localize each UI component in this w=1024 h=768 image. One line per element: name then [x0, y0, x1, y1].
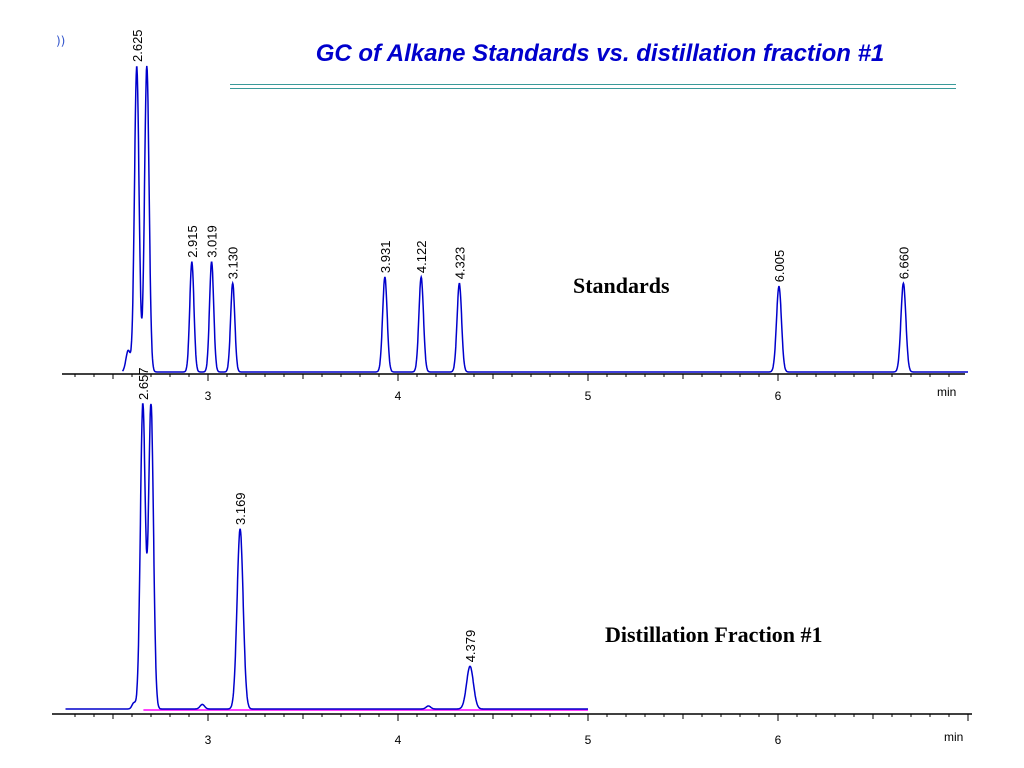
peak-label: 3.019 — [205, 225, 220, 258]
x-tick-label: 5 — [585, 733, 592, 747]
peak-label: 3.130 — [226, 247, 241, 280]
peak-label: 4.122 — [414, 241, 429, 274]
x-tick-label: 4 — [395, 389, 402, 403]
peak-label: 2.657 — [136, 367, 151, 400]
peak-label: 6.660 — [896, 247, 911, 280]
speaker-icon[interactable]: )) — [56, 34, 66, 48]
title-underline-bottom — [230, 88, 956, 89]
peak-label: 2.915 — [185, 225, 200, 258]
peak-label: 4.379 — [463, 630, 478, 663]
x-tick-label: 4 — [395, 733, 402, 747]
title-underline-top — [230, 84, 956, 85]
x-axis-label: min — [944, 730, 963, 744]
fraction-chromatogram: 3 4 5 6 min 2.657 3.169 4.379 — [52, 367, 972, 747]
x-tick-label: 3 — [205, 389, 212, 403]
peak-label: 4.323 — [452, 247, 467, 280]
fraction-label: Distillation Fraction #1 — [605, 622, 823, 647]
peak-label: 3.169 — [233, 492, 248, 525]
chromatogram-trace — [65, 403, 588, 710]
x-tick-label: 3 — [205, 733, 212, 747]
standards-label: Standards — [573, 273, 670, 298]
x-tick-label: 5 — [585, 389, 592, 403]
peak-label: 6.005 — [772, 250, 787, 283]
x-tick-label: 6 — [775, 733, 782, 747]
standards-chromatogram: 3 4 5 6 min 2.625 2.915 3.019 3.130 3.931 4.122 4.3… — [62, 29, 968, 403]
x-tick-label: 6 — [775, 389, 782, 403]
peak-label: 3.931 — [378, 241, 393, 274]
x-axis-label: min — [937, 385, 956, 399]
peak-label: 2.625 — [130, 29, 145, 62]
slide-title: GC of Alkane Standards vs. distillation … — [315, 40, 885, 67]
chromatogram-trace — [121, 65, 968, 373]
